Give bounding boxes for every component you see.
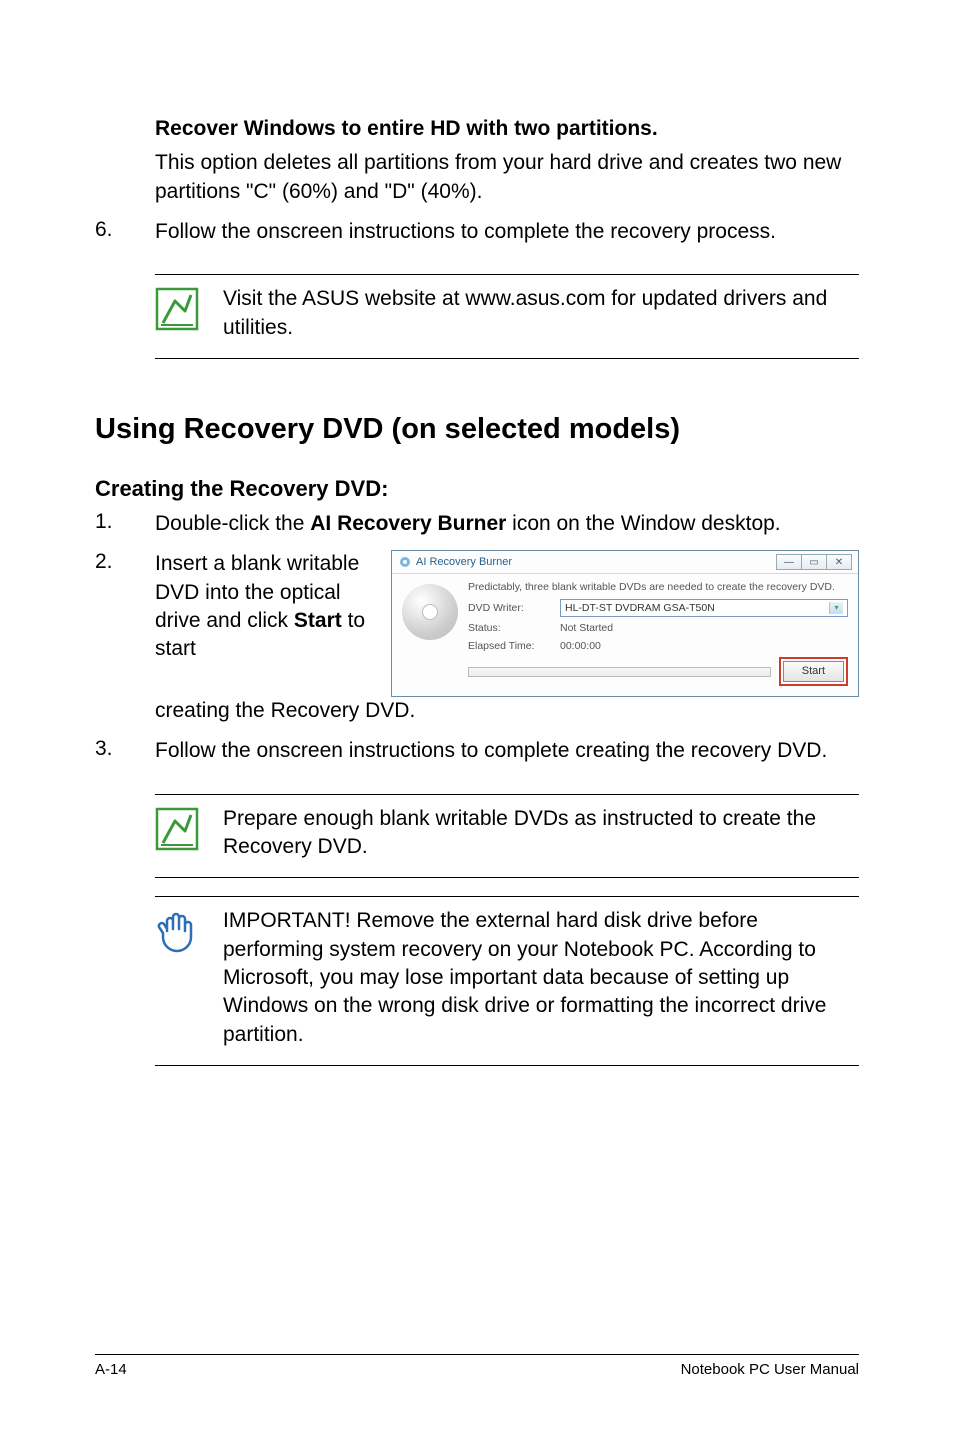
step-3: 3. Follow the onscreen instructions to c… bbox=[95, 737, 859, 765]
window-fields: Predictably, three blank writable DVDs a… bbox=[468, 580, 848, 686]
step-1: 1. Double-click the AI Recovery Burner i… bbox=[95, 510, 859, 538]
dvd-writer-value: HL-DT-ST DVDRAM GSA-T50N bbox=[565, 601, 715, 615]
dvd-writer-row: DVD Writer: HL-DT-ST DVDRAM GSA-T50N ▾ bbox=[468, 599, 848, 617]
step-2-continuation: creating the Recovery DVD. bbox=[155, 697, 859, 725]
dvd-writer-select[interactable]: HL-DT-ST DVDRAM GSA-T50N ▾ bbox=[560, 599, 848, 617]
step-1-post: icon on the Window desktop. bbox=[506, 512, 780, 535]
note-2-text: Prepare enough blank writable DVDs as in… bbox=[223, 805, 859, 862]
prediction-text: Predictably, three blank writable DVDs a… bbox=[468, 580, 848, 594]
window-titlebar: AI Recovery Burner — ▭ ✕ bbox=[392, 551, 858, 574]
elapsed-row: Elapsed Time: 00:00:00 bbox=[468, 639, 848, 653]
recover-heading: Recover Windows to entire HD with two pa… bbox=[155, 115, 859, 143]
start-button[interactable]: Start bbox=[783, 661, 844, 682]
notepad-icon bbox=[155, 287, 199, 331]
note-2: Prepare enough blank writable DVDs as in… bbox=[155, 794, 859, 879]
footer-title: Notebook PC User Manual bbox=[681, 1361, 859, 1378]
step-2: 2. Insert a blank writable DVD into the … bbox=[95, 550, 859, 725]
recover-heading-block: Recover Windows to entire HD with two pa… bbox=[95, 115, 859, 206]
window-body: Predictably, three blank writable DVDs a… bbox=[392, 574, 858, 696]
window-title: AI Recovery Burner bbox=[416, 555, 512, 570]
step-6-number: 6. bbox=[95, 218, 155, 246]
step-2-body: Insert a blank writable DVD into the opt… bbox=[155, 550, 859, 725]
dvd-writer-label: DVD Writer: bbox=[468, 601, 560, 615]
note-icon bbox=[155, 805, 223, 862]
status-value: Not Started bbox=[560, 621, 613, 635]
step-2-bold: Start bbox=[294, 609, 342, 632]
elapsed-value: 00:00:00 bbox=[560, 639, 601, 653]
chevron-down-icon: ▾ bbox=[829, 602, 843, 614]
recover-body: This option deletes all partitions from … bbox=[155, 149, 859, 206]
app-icon bbox=[398, 555, 412, 569]
status-row: Status: Not Started bbox=[468, 621, 848, 635]
page-footer: A-14 Notebook PC User Manual bbox=[95, 1354, 859, 1378]
ai-recovery-burner-window: AI Recovery Burner — ▭ ✕ Predictably, th… bbox=[391, 550, 859, 697]
step-2-text: Insert a blank writable DVD into the opt… bbox=[155, 550, 373, 663]
bottom-row: Start bbox=[468, 657, 848, 686]
page-number: A-14 bbox=[95, 1361, 127, 1378]
step-1-bold: AI Recovery Burner bbox=[310, 512, 506, 535]
progress-bar bbox=[468, 667, 771, 677]
note-3-text: IMPORTANT! Remove the external hard disk… bbox=[223, 907, 859, 1049]
step-6: 6. Follow the onscreen instructions to c… bbox=[95, 218, 859, 246]
step-1-text: Double-click the AI Recovery Burner icon… bbox=[155, 510, 859, 538]
important-hand-icon bbox=[155, 909, 199, 957]
step-3-text: Follow the onscreen instructions to comp… bbox=[155, 737, 859, 765]
window-title-left: AI Recovery Burner bbox=[398, 555, 512, 570]
maximize-button[interactable]: ▭ bbox=[801, 554, 827, 570]
step-3-number: 3. bbox=[95, 737, 155, 765]
note-1-text: Visit the ASUS website at www.asus.com f… bbox=[223, 285, 859, 342]
step-1-number: 1. bbox=[95, 510, 155, 538]
window-buttons: — ▭ ✕ bbox=[777, 554, 852, 570]
disc-icon bbox=[402, 584, 458, 640]
step-6-text: Follow the onscreen instructions to comp… bbox=[155, 218, 859, 246]
note-icon bbox=[155, 285, 223, 342]
step-2-number: 2. bbox=[95, 550, 155, 725]
close-button[interactable]: ✕ bbox=[826, 554, 852, 570]
start-button-highlight: Start bbox=[779, 657, 848, 686]
minimize-button[interactable]: — bbox=[776, 554, 802, 570]
section-heading: Using Recovery DVD (on selected models) bbox=[95, 413, 859, 446]
notepad-icon bbox=[155, 807, 199, 851]
page: Recover Windows to entire HD with two pa… bbox=[0, 0, 954, 1438]
note-3: IMPORTANT! Remove the external hard disk… bbox=[155, 896, 859, 1066]
note-1: Visit the ASUS website at www.asus.com f… bbox=[155, 274, 859, 359]
status-label: Status: bbox=[468, 621, 560, 635]
elapsed-label: Elapsed Time: bbox=[468, 639, 560, 653]
hand-icon bbox=[155, 907, 223, 1049]
step-1-pre: Double-click the bbox=[155, 512, 310, 535]
subsection-heading: Creating the Recovery DVD: bbox=[95, 476, 859, 502]
